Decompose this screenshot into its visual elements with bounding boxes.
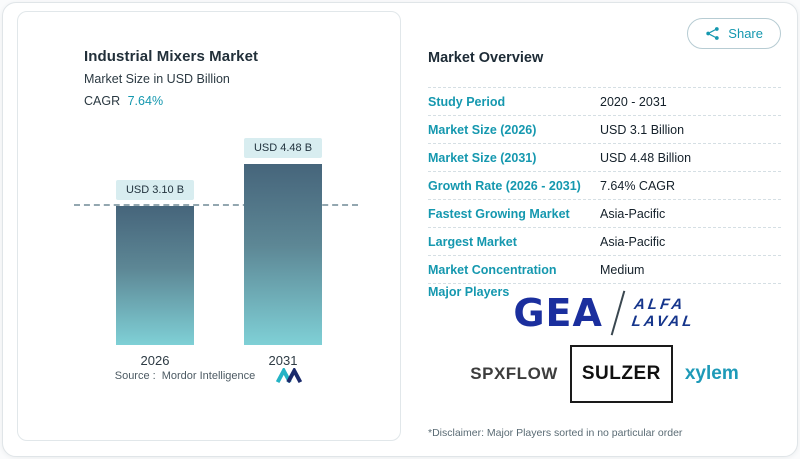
bar-value-label-2031: USD 4.48 B <box>243 138 323 158</box>
alfa-laval-line1: ALFA <box>632 295 687 313</box>
mordor-intelligence-logo <box>275 368 303 384</box>
alfa-laval-logo: ALFA LAVAL <box>630 296 698 331</box>
row-label: Fastest Growing Market <box>428 207 570 221</box>
table-row: Market Size (2026) USD 3.1 Billion <box>428 116 781 144</box>
gea-logo: GEA <box>513 291 603 335</box>
row-label: Market Size (2026) <box>428 123 537 137</box>
table-row: Fastest Growing Market Asia-Pacific <box>428 200 781 228</box>
table-row: Growth Rate (2026 - 2031) 7.64% CAGR <box>428 172 781 200</box>
overview-title: Market Overview <box>428 50 544 66</box>
alfa-laval-line2: LAVAL <box>630 313 696 330</box>
reference-dashed-line <box>74 203 358 206</box>
major-players-logos: GEA ALFA LAVAL SPXFLOW SULZER xylem <box>428 287 781 403</box>
share-icon <box>705 26 720 41</box>
logo-row-2: SPXFLOW SULZER xylem <box>428 345 781 403</box>
row-value: Asia-Pacific <box>600 235 666 249</box>
logo-row-1: GEA ALFA LAVAL <box>428 287 781 339</box>
chart-title: Industrial Mixers Market <box>84 48 259 65</box>
table-row: Study Period 2020 - 2031 <box>428 88 781 116</box>
bar-value-label-2026: USD 3.10 B <box>115 179 195 200</box>
source-value: Mordor Intelligence <box>161 370 256 382</box>
bar-group-2031: USD 4.48 B <box>243 138 323 345</box>
sulzer-logo: SULZER <box>569 345 673 403</box>
spxflow-logo: SPXFLOW <box>470 364 558 383</box>
row-label: Market Size (2031) <box>428 151 537 165</box>
xylem-logo: xylem <box>684 363 739 384</box>
row-value: 7.64% CAGR <box>600 179 676 193</box>
row-value: 2020 - 2031 <box>600 95 667 109</box>
bar-group-2026: USD 3.10 B <box>115 138 195 345</box>
x-axis-labels: 2026 2031 <box>88 353 350 368</box>
source-row: Source : Mordor Intelligence <box>18 368 400 384</box>
table-row: Market Size (2031) USD 4.48 Billion <box>428 144 781 172</box>
chart-panel: Industrial Mixers Market Market Size in … <box>17 11 401 441</box>
cagr-line: CAGR 7.64% <box>84 94 258 108</box>
major-players-label: Major Players <box>428 285 510 299</box>
table-row: Largest Market Asia-Pacific <box>428 228 781 256</box>
row-label: Growth Rate (2026 - 2031) <box>428 179 581 193</box>
x-tick-2031: 2031 <box>268 353 298 368</box>
row-label: Market Concentration <box>428 263 557 277</box>
cagr-value: 7.64% <box>127 94 164 108</box>
x-tick-2026: 2026 <box>140 353 170 368</box>
row-label: Study Period <box>428 95 506 109</box>
row-value: Asia-Pacific <box>600 207 666 221</box>
row-value: Medium <box>600 263 645 277</box>
bar-2031 <box>244 164 322 345</box>
overview-table: Study Period 2020 - 2031 Market Size (20… <box>428 87 781 284</box>
share-button[interactable]: Share <box>687 18 781 49</box>
cagr-label: CAGR <box>84 94 121 108</box>
chart-header: Industrial Mixers Market Market Size in … <box>84 48 258 108</box>
bar-chart-plot: USD 3.10 B USD 4.48 B <box>74 138 358 345</box>
disclaimer-text: *Disclaimer: Major Players sorted in no … <box>428 427 683 439</box>
logo-divider-line <box>610 290 626 336</box>
chart-subtitle: Market Size in USD Billion <box>84 72 230 86</box>
share-label: Share <box>728 26 763 41</box>
row-value: USD 3.1 Billion <box>600 123 685 137</box>
source-label: Source : <box>114 370 156 382</box>
row-label: Largest Market <box>428 235 517 249</box>
row-value: USD 4.48 Billion <box>600 151 692 165</box>
bar-2026 <box>116 205 194 345</box>
table-row: Market Concentration Medium <box>428 256 781 284</box>
